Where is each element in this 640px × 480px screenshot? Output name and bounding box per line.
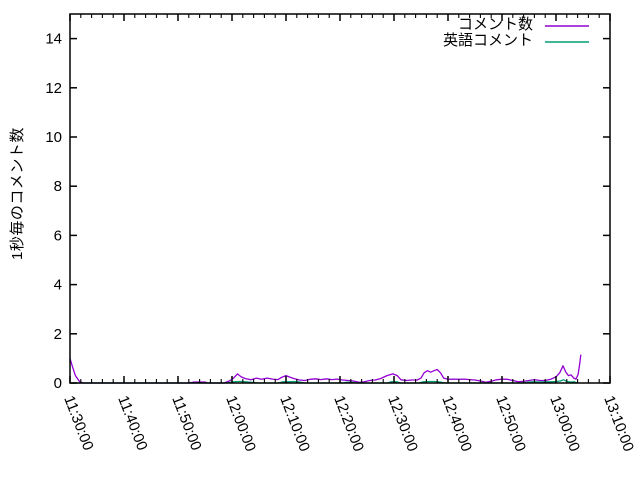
x-tick-label: 13:00:00	[546, 393, 583, 454]
legend-label-english-comments: 英語コメント	[442, 32, 533, 49]
x-tick-label: 12:30:00	[384, 393, 421, 454]
series-line-0	[69, 354, 582, 384]
x-tick-label: 11:40:00	[114, 393, 150, 453]
x-tick-label: 11:30:00	[60, 393, 96, 453]
y-tick-label: 10	[45, 129, 62, 146]
x-tick-label: 12:00:00	[222, 393, 259, 454]
x-tick-label: 12:20:00	[330, 393, 367, 454]
y-tick-label: 0	[54, 375, 62, 392]
plot-border	[69, 13, 611, 384]
legend-label-comments: コメント数	[457, 16, 533, 33]
y-tick-label: 12	[45, 80, 62, 97]
y-tick-label: 6	[54, 227, 62, 244]
x-tick-label: 11:50:00	[168, 393, 204, 453]
y-axis-title: 1秒毎のコメント数	[9, 127, 26, 260]
x-tick-label: 12:50:00	[492, 393, 529, 454]
x-tick-label: 12:10:00	[276, 393, 313, 454]
legend: コメント数 英語コメント	[443, 17, 533, 49]
y-tick-label: 4	[54, 277, 62, 294]
x-tick-label: 13:10:00	[600, 393, 637, 454]
x-tick-label: 12:40:00	[438, 393, 475, 454]
y-tick-label: 14	[45, 31, 62, 48]
legend-entry: 英語コメント	[443, 33, 533, 49]
y-tick-label: 2	[54, 326, 62, 343]
legend-entry: コメント数	[443, 17, 533, 33]
y-tick-label: 8	[54, 178, 62, 195]
